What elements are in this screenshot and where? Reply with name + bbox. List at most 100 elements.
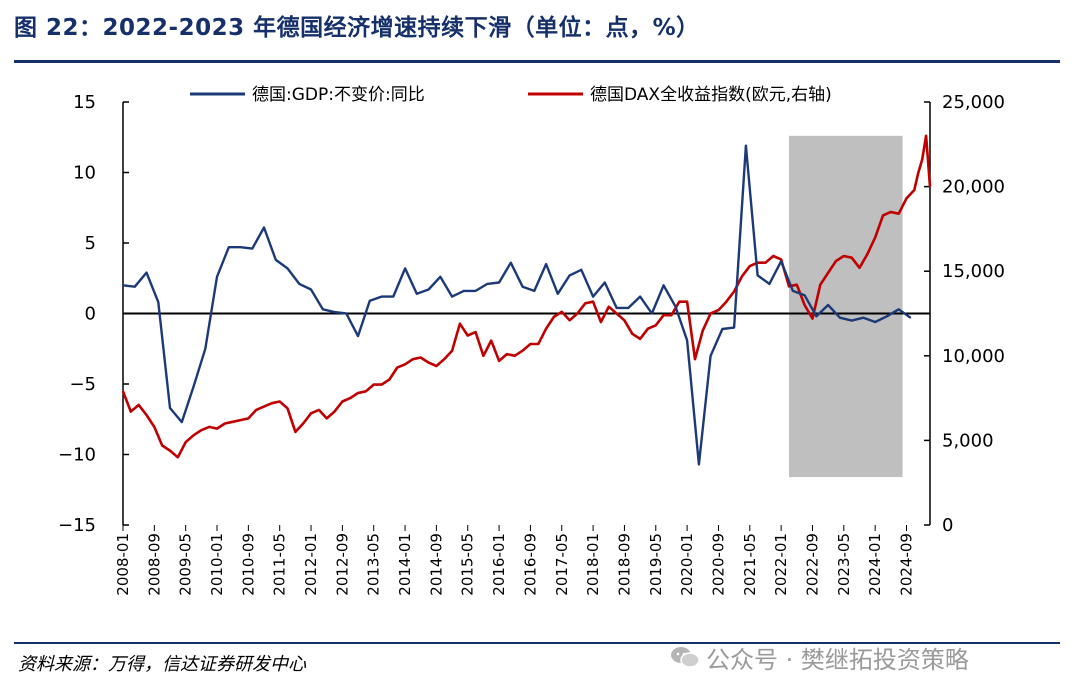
dax-point — [576, 312, 579, 315]
gdp-point — [310, 288, 312, 291]
gdp-point — [792, 290, 794, 292]
gdp-point — [850, 319, 853, 322]
dax-point — [349, 397, 352, 399]
x-tick-label: 2021-05 — [741, 533, 759, 596]
gdp-point — [157, 301, 160, 304]
wechat-icon — [670, 645, 700, 669]
x-tick-label: 2018-01 — [584, 533, 602, 596]
dax-point — [169, 449, 171, 452]
x-tick-label: 2010-09 — [239, 533, 257, 596]
gdp-point — [839, 316, 841, 319]
x-tick-label: 2011-05 — [271, 533, 289, 596]
dax-point — [208, 426, 210, 428]
gdp-point — [333, 311, 336, 313]
dax-point — [184, 441, 187, 443]
dax-point — [459, 322, 461, 325]
gdp-point — [239, 246, 242, 248]
gdp-point — [486, 283, 489, 285]
dax-point — [545, 327, 547, 330]
gdp-point — [709, 355, 712, 357]
gdp-point — [181, 421, 183, 423]
dax-point — [474, 331, 477, 333]
gdp-point — [909, 316, 912, 319]
dax-point — [835, 260, 837, 262]
gdp-point — [392, 295, 395, 298]
dax-line — [121, 134, 932, 459]
dax-point — [561, 311, 563, 313]
dax-point — [917, 172, 919, 174]
dax-point — [419, 356, 422, 359]
gdp-point — [204, 348, 207, 350]
dax-point — [866, 253, 869, 256]
dax-point — [537, 343, 540, 345]
gdp-point — [498, 281, 500, 284]
gdp-point — [615, 307, 618, 309]
dax-point — [874, 236, 876, 239]
dax-point — [921, 158, 923, 161]
dax-point — [466, 334, 469, 337]
dax-point — [310, 412, 312, 415]
dax-point — [529, 343, 532, 345]
dax-point — [498, 360, 500, 362]
x-tick-label: 2020-09 — [709, 533, 727, 596]
dax-point — [709, 312, 712, 315]
gdp-point — [568, 274, 571, 277]
gdp-point — [169, 407, 171, 409]
dax-point — [592, 300, 594, 303]
gdp-point — [439, 276, 442, 278]
left-tick-label: −10 — [58, 445, 96, 466]
gdp-point — [216, 276, 218, 278]
dax-point — [772, 255, 775, 257]
x-tick-label: 2008-01 — [114, 533, 132, 596]
dax-point — [224, 422, 226, 425]
watermark: 公众号 · 樊继拓投资策略 — [670, 640, 969, 674]
dax-point — [615, 312, 618, 315]
x-tick-label: 2017-05 — [553, 533, 571, 596]
dax-point — [929, 185, 931, 188]
dax-point — [584, 302, 587, 305]
gdp-point — [745, 144, 747, 147]
gdp-point — [580, 269, 583, 271]
x-tick-label: 2012-01 — [302, 533, 320, 596]
gdp-point — [533, 290, 536, 292]
dax-point — [647, 327, 649, 330]
gdp-point — [451, 295, 453, 298]
dax-point — [858, 267, 861, 269]
dax-point — [145, 414, 148, 416]
gdp-line — [122, 144, 912, 466]
dax-point — [255, 409, 257, 411]
left-tick-label: −5 — [69, 374, 96, 395]
dax-point — [247, 417, 250, 420]
gdp-point — [698, 463, 700, 466]
footer-divider — [14, 642, 1060, 644]
dax-point — [553, 316, 555, 318]
dax-point — [341, 400, 344, 403]
gdp-point — [357, 335, 359, 337]
dax-point — [843, 255, 845, 257]
dax-point — [435, 365, 438, 367]
dax-point — [905, 197, 908, 200]
dax-point — [670, 314, 673, 317]
shaded-period — [788, 135, 903, 478]
gdp-point — [427, 288, 430, 291]
dax-point — [427, 361, 430, 364]
gdp-point — [369, 300, 371, 302]
dax-point — [216, 427, 218, 430]
dax-point — [137, 404, 140, 406]
gdp-point — [474, 290, 477, 292]
x-tick-label: 2022-09 — [803, 533, 821, 596]
gdp-point — [263, 226, 265, 229]
dax-point — [318, 409, 320, 411]
gdp-point — [322, 308, 324, 311]
legend-label-dax: 德国DAX全收益指数(欧元,右轴) — [590, 85, 832, 105]
gdp-point — [134, 285, 136, 288]
dax-point — [521, 349, 524, 352]
dax-point — [897, 212, 900, 215]
dax-point — [286, 407, 289, 410]
left-tick-label: 5 — [85, 233, 96, 254]
dax-point — [882, 214, 884, 217]
gdp-point — [345, 312, 348, 315]
watermark-text: 公众号 · 樊继拓投资策略 — [706, 645, 969, 674]
dax-point — [623, 319, 626, 322]
dax-point — [130, 410, 132, 413]
